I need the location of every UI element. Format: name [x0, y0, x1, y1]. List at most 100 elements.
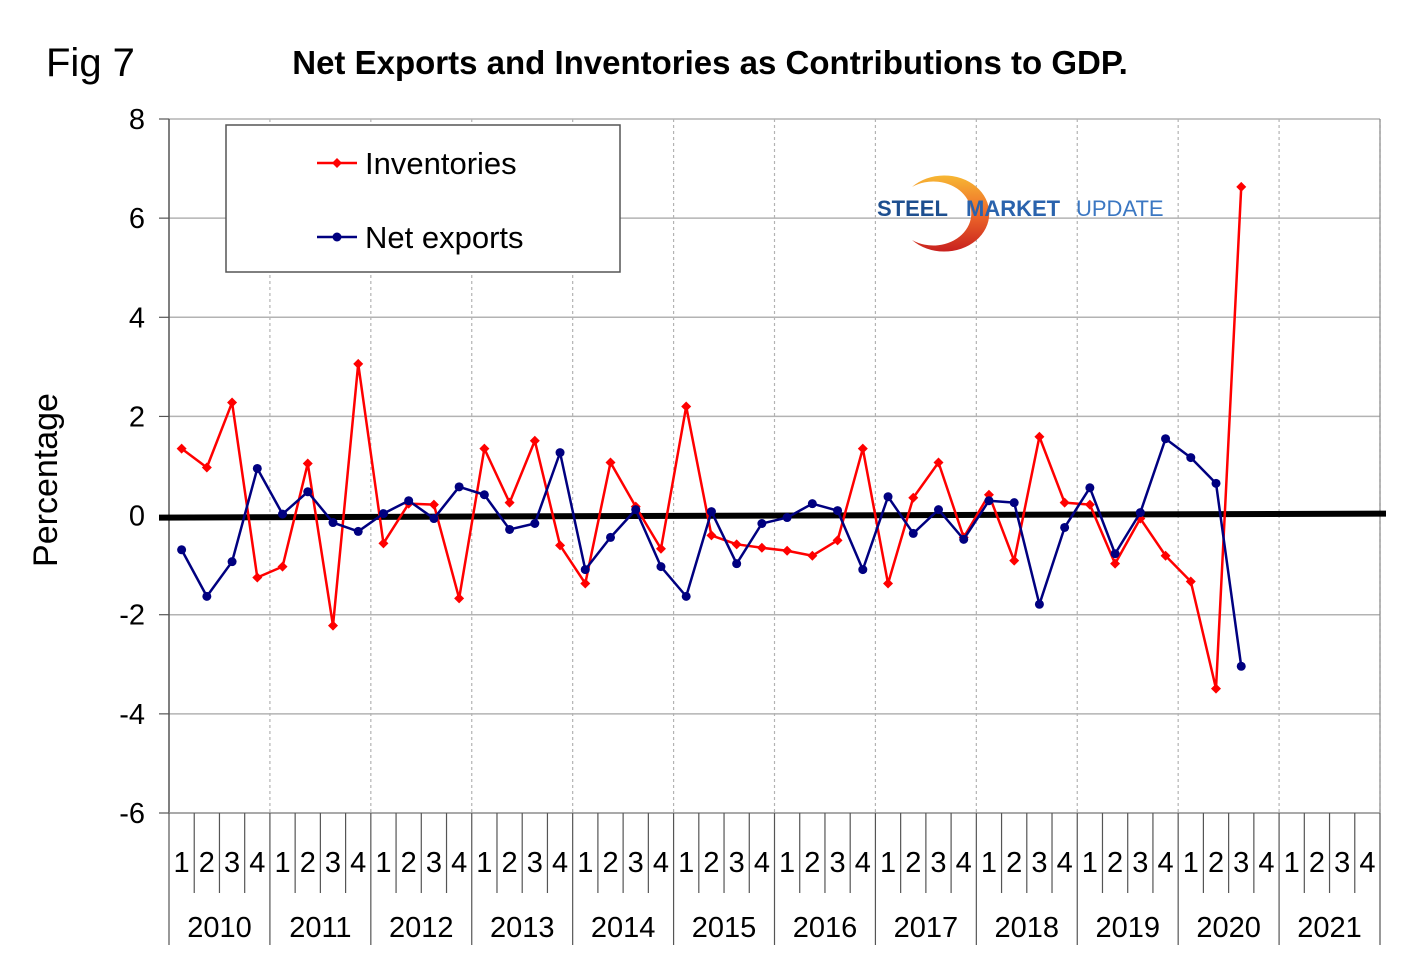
x-tick-quarter-label: 1: [880, 847, 896, 879]
x-tick-year-label: 2011: [289, 912, 351, 944]
data-point-diamond: [933, 457, 944, 468]
figure-label: Fig 7: [46, 41, 135, 85]
data-point-diamond: [1185, 576, 1196, 587]
data-point-diamond: [555, 540, 566, 551]
x-tick-quarter-label: 1: [174, 847, 190, 879]
data-point-circle: [807, 499, 817, 509]
x-tick-quarter-label: 2: [804, 847, 820, 879]
data-point-diamond: [277, 561, 288, 572]
legend-netexports-marker: [332, 232, 342, 242]
data-point-diamond: [857, 443, 868, 454]
x-tick-year-label: 2021: [1297, 912, 1362, 944]
x-tick-quarter-label: 1: [1082, 847, 1098, 879]
data-point-diamond: [706, 530, 717, 541]
data-point-circle: [227, 557, 237, 567]
data-point-diamond: [580, 578, 591, 589]
x-tick-quarter-label: 2: [1006, 847, 1022, 879]
data-point-circle: [606, 532, 616, 542]
legend-netexports-label: Net exports: [365, 220, 524, 255]
data-point-diamond: [252, 572, 263, 583]
data-point-circle: [984, 496, 994, 506]
data-point-diamond: [655, 543, 666, 554]
x-tick-quarter-label: 4: [1057, 847, 1073, 879]
x-tick-quarter-label: 2: [502, 847, 518, 879]
x-tick-quarter-label: 3: [729, 847, 745, 879]
y-tick-label: 6: [129, 203, 145, 235]
x-tick-year-label: 2017: [894, 912, 959, 944]
x-tick-quarter-label: 4: [653, 847, 669, 879]
x-tick-quarter-label: 2: [401, 847, 417, 879]
data-point-diamond: [428, 499, 439, 510]
x-tick-quarter-label: 4: [1359, 847, 1375, 879]
data-point-circle: [732, 559, 742, 569]
data-point-circle: [328, 518, 338, 528]
series-layer: [158, 181, 1387, 694]
data-point-circle: [1085, 483, 1095, 493]
data-point-circle: [404, 496, 414, 506]
data-point-diamond: [479, 443, 490, 454]
x-tick-quarter-label: 4: [754, 847, 770, 879]
data-point-circle: [530, 519, 540, 529]
data-point-circle: [1034, 599, 1044, 609]
data-point-circle: [1110, 549, 1120, 559]
data-point-circle: [908, 528, 918, 538]
data-point-circle: [833, 506, 843, 516]
x-tick-quarter-label: 3: [1334, 847, 1350, 879]
legend-inventories-label: Inventories: [365, 146, 517, 181]
y-axis-ticks: 8 6 4 2 0 -2 -4 -6: [119, 104, 169, 830]
x-tick-quarter-label: 2: [1208, 847, 1224, 879]
x-tick-quarter-label: 1: [577, 847, 593, 879]
x-tick-quarter-label: 1: [274, 847, 290, 879]
x-tick-quarter-label: 3: [628, 847, 644, 879]
data-point-circle: [782, 513, 792, 523]
data-point-circle: [883, 492, 893, 502]
x-tick-quarter-label: 4: [350, 847, 366, 879]
data-point-diamond: [782, 545, 793, 556]
x-tick-quarter-label: 2: [300, 847, 316, 879]
gridlines: [169, 118, 1381, 814]
data-point-circle: [681, 591, 691, 601]
data-point-circle: [1009, 498, 1019, 508]
x-tick-quarter-label: 3: [527, 847, 543, 879]
x-tick-year-label: 2013: [490, 912, 555, 944]
data-point-diamond: [908, 492, 919, 503]
data-point-circle: [353, 526, 363, 536]
zero-line: [158, 510, 1387, 521]
x-tick-quarter-label: 2: [1309, 847, 1325, 879]
data-point-circle: [1135, 508, 1145, 518]
x-tick-year-label: 2015: [692, 912, 757, 944]
data-point-circle: [933, 505, 943, 515]
data-point-circle: [580, 565, 590, 575]
chart-title: Net Exports and Inventories as Contribut…: [292, 44, 1128, 81]
x-tick-year-label: 2020: [1196, 912, 1261, 944]
data-point-diamond: [1110, 558, 1121, 569]
x-tick-quarter-label: 3: [224, 847, 240, 879]
x-tick-quarter-label: 2: [602, 847, 618, 879]
data-point-circle: [858, 565, 868, 575]
x-tick-quarter-label: 2: [1107, 847, 1123, 879]
data-point-diamond: [1236, 181, 1247, 192]
logo-word-update: UPDATE: [1076, 196, 1164, 221]
data-point-diamond: [731, 539, 742, 550]
data-point-circle: [1186, 453, 1196, 463]
x-tick-quarter-label: 1: [981, 847, 997, 879]
data-point-diamond: [1059, 497, 1070, 508]
series-net-exports: [177, 434, 1246, 671]
y-tick-label: 8: [129, 104, 145, 136]
data-point-diamond: [1211, 683, 1222, 694]
x-tick-year-label: 2012: [389, 912, 454, 944]
y-tick-label: 0: [129, 501, 145, 533]
x-tick-quarter-label: 3: [1132, 847, 1148, 879]
data-point-circle: [1211, 478, 1221, 488]
legend-box: [225, 124, 621, 273]
legend: Inventories Net exports: [225, 124, 621, 273]
data-point-diamond: [327, 620, 338, 631]
x-tick-quarter-label: 2: [703, 847, 719, 879]
data-point-circle: [429, 514, 439, 524]
y-tick-label: -2: [119, 600, 145, 632]
data-point-circle: [1060, 522, 1070, 532]
x-tick-year-label: 2018: [995, 912, 1060, 944]
x-tick-quarter-label: 1: [1284, 847, 1300, 879]
data-point-diamond: [454, 593, 465, 604]
